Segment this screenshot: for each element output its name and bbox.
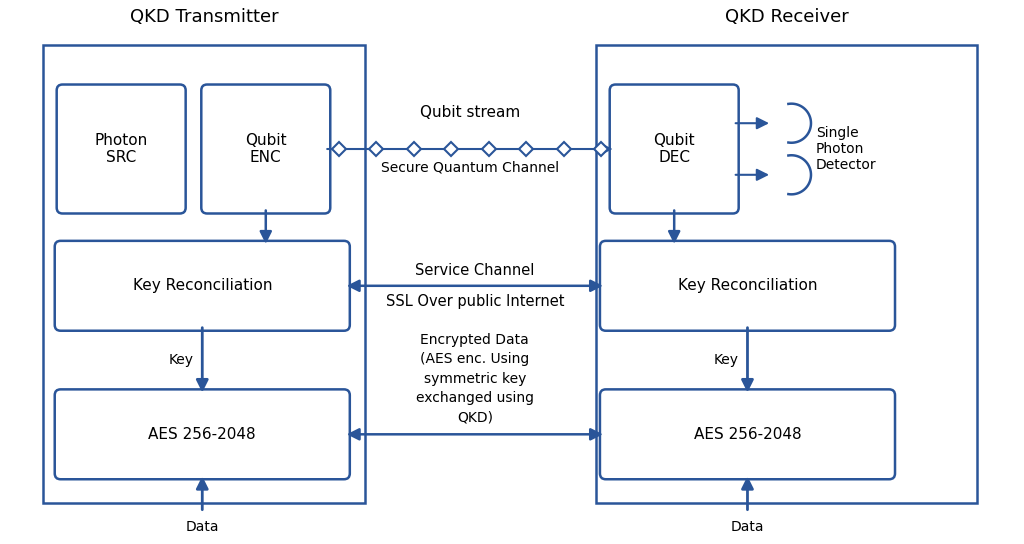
Text: Qubit
DEC: Qubit DEC (653, 133, 695, 165)
FancyBboxPatch shape (202, 84, 331, 213)
Text: Service Channel: Service Channel (415, 263, 535, 278)
Text: AES 256-2048: AES 256-2048 (693, 427, 802, 442)
FancyBboxPatch shape (56, 84, 185, 213)
Bar (43, 46, 366, 503)
FancyBboxPatch shape (600, 241, 895, 331)
FancyBboxPatch shape (54, 241, 350, 331)
Text: Qubit
ENC: Qubit ENC (245, 133, 287, 165)
Text: Data: Data (731, 520, 764, 534)
Bar (596, 46, 977, 503)
Text: QKD Receiver: QKD Receiver (725, 8, 849, 26)
Text: AES 256-2048: AES 256-2048 (148, 427, 256, 442)
FancyBboxPatch shape (609, 84, 738, 213)
FancyBboxPatch shape (54, 390, 350, 479)
Text: Secure Quantum Channel: Secure Quantum Channel (381, 160, 559, 175)
Text: Qubit stream: Qubit stream (420, 104, 520, 120)
Text: Key: Key (714, 353, 738, 367)
Text: Single
Photon
Detector: Single Photon Detector (816, 126, 877, 172)
Text: Photon
SRC: Photon SRC (94, 133, 147, 165)
Text: Key Reconciliation: Key Reconciliation (678, 279, 817, 293)
Text: QKD Transmitter: QKD Transmitter (130, 8, 279, 26)
Text: Data: Data (185, 520, 219, 534)
Text: Key: Key (168, 353, 194, 367)
Text: Encrypted Data
(AES enc. Using
symmetric key
exchanged using
QKD): Encrypted Data (AES enc. Using symmetric… (416, 332, 534, 424)
Text: Key Reconciliation: Key Reconciliation (132, 279, 272, 293)
FancyBboxPatch shape (600, 390, 895, 479)
Text: SSL Over public Internet: SSL Over public Internet (386, 294, 564, 308)
